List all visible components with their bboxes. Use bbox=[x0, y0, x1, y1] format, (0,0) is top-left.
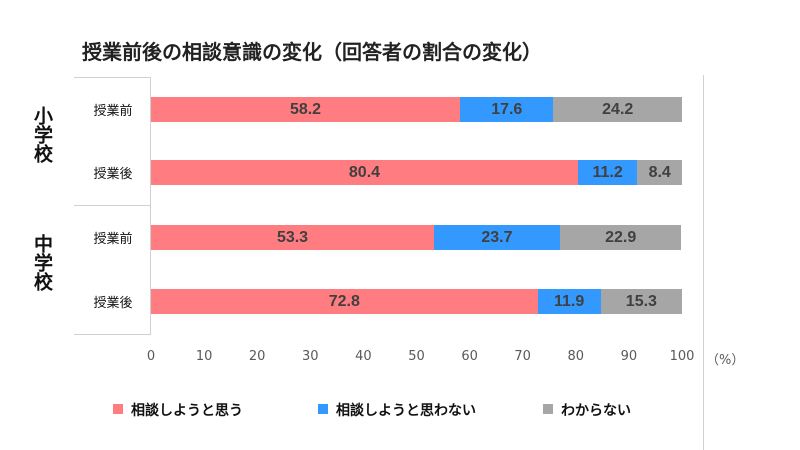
group-label-elementary: 小学校 bbox=[31, 106, 53, 163]
bar-segment bbox=[151, 97, 461, 122]
x-tick-label: 30 bbox=[302, 349, 319, 364]
x-tick-label: 40 bbox=[355, 349, 372, 364]
x-tick-label: 100 bbox=[669, 349, 695, 364]
data-label: 22.9 bbox=[605, 229, 637, 246]
bar-segment bbox=[151, 160, 578, 185]
data-label: 53.3 bbox=[276, 229, 309, 246]
category-label: 授業後 bbox=[93, 296, 133, 311]
bar-segment bbox=[553, 97, 682, 122]
x-axis-unit: （%） bbox=[706, 353, 745, 368]
x-tick-label: 10 bbox=[195, 349, 213, 364]
x-tick-label: 80 bbox=[567, 349, 585, 364]
data-label: 72.8 bbox=[328, 293, 360, 310]
group-divider bbox=[74, 205, 150, 206]
frame-border bbox=[703, 75, 704, 450]
bar-segment bbox=[559, 225, 682, 250]
data-label: 17.6 bbox=[491, 101, 523, 118]
category-label: 授業前 bbox=[93, 232, 133, 247]
data-label: 8.4 bbox=[648, 164, 671, 181]
data-label: 15.3 bbox=[625, 293, 657, 310]
legend-label: わからない bbox=[561, 403, 631, 419]
x-tick-label: 60 bbox=[461, 349, 478, 364]
x-tick-label: 20 bbox=[248, 349, 266, 364]
data-label: 80.4 bbox=[348, 164, 381, 181]
chart-title: 授業前後の相談意識の変化（回答者の割合の変化） bbox=[82, 40, 542, 64]
category-box bbox=[74, 77, 151, 335]
data-label: 24.2 bbox=[602, 101, 634, 118]
bar-segment bbox=[460, 97, 554, 122]
bar-segment bbox=[151, 225, 435, 250]
legend-swatch bbox=[113, 404, 123, 414]
group-label-junior-high: 中学校 bbox=[31, 234, 53, 291]
bar-segment bbox=[434, 225, 560, 250]
bar-segment bbox=[537, 289, 601, 314]
legend-swatch bbox=[318, 404, 328, 414]
x-tick-label: 90 bbox=[620, 349, 638, 364]
x-tick-label: 0 bbox=[146, 349, 156, 364]
x-tick-label: 70 bbox=[514, 349, 531, 364]
data-label: 23.7 bbox=[481, 229, 513, 246]
category-label: 授業前 bbox=[93, 104, 133, 119]
x-tick-label: 50 bbox=[408, 349, 425, 364]
data-label: 58.2 bbox=[289, 101, 322, 118]
bar-segment bbox=[151, 289, 538, 314]
data-label: 11.2 bbox=[592, 164, 623, 181]
category-label: 授業後 bbox=[93, 167, 133, 182]
legend-swatch bbox=[543, 404, 553, 414]
bar-segment bbox=[577, 160, 638, 185]
bar-segment bbox=[600, 289, 682, 314]
data-label: 11.9 bbox=[554, 293, 585, 310]
legend-label: 相談しようと思わない bbox=[336, 403, 476, 419]
bar-segment bbox=[637, 160, 682, 185]
legend-label: 相談しようと思う bbox=[131, 403, 243, 419]
